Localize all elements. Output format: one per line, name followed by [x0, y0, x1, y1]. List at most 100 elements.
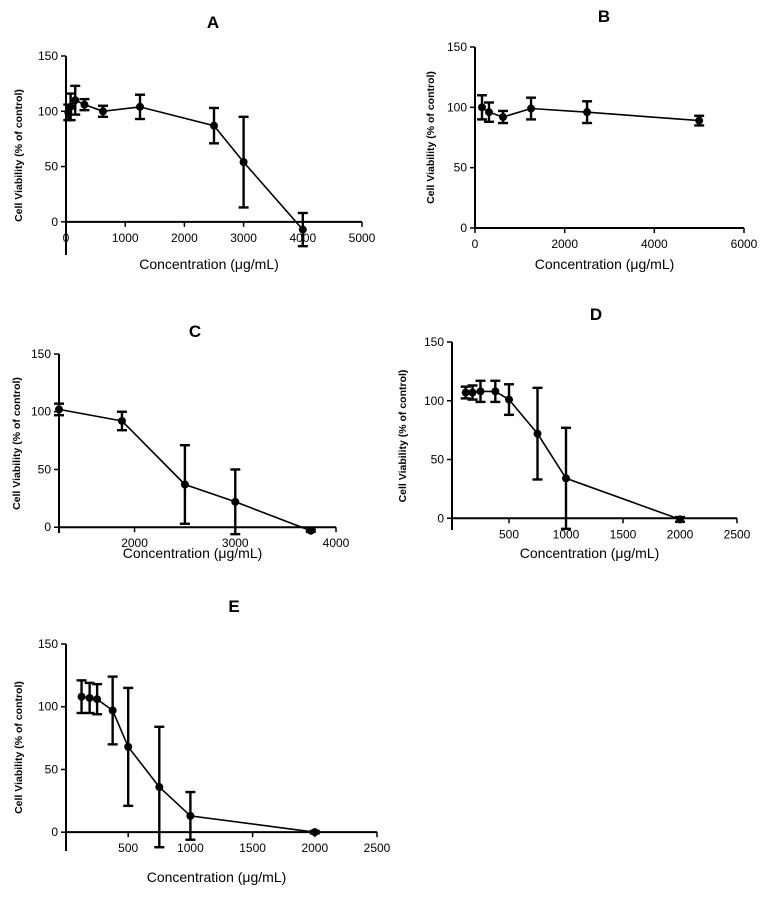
data-point-c — [117, 416, 126, 425]
data-point-d — [476, 387, 485, 396]
y-tick-label-d: 50 — [431, 453, 445, 467]
data-point-e — [155, 783, 164, 792]
y-axis-title-c: Cell Viability (% of control) — [11, 377, 23, 510]
x-axis-title-d: Concentration (μg/mL) — [520, 545, 660, 561]
data-point-d — [533, 429, 542, 438]
data-point-b — [695, 116, 704, 125]
x-tick-label-d: 2000 — [667, 527, 694, 541]
series-line-d — [465, 390, 681, 521]
data-point-b — [477, 103, 486, 112]
data-point-a — [80, 100, 89, 109]
y-tick-label-d: 100 — [424, 394, 444, 408]
y-tick-label-d: 150 — [424, 335, 444, 349]
data-point-c — [180, 480, 189, 489]
panel-label-e: E — [228, 597, 239, 616]
y-tick-label-e: 0 — [51, 825, 58, 839]
y-axis-title-b: Cell Viability (% of control) — [425, 71, 437, 204]
data-point-e — [77, 692, 86, 701]
data-point-a — [71, 96, 80, 105]
x-tick-label-a: 5000 — [349, 231, 376, 245]
x-tick-label-c: 2000 — [121, 536, 148, 550]
panel-label-c: C — [189, 322, 201, 341]
y-tick-label-b: 150 — [447, 40, 467, 54]
data-point-a — [99, 107, 107, 116]
x-tick-label-c: 3000 — [222, 536, 249, 550]
data-point-d — [461, 388, 470, 397]
x-axis-title-a: Concentration (μg/mL) — [139, 256, 279, 272]
data-point-e — [108, 706, 117, 715]
data-point-d — [505, 395, 513, 404]
y-tick-label-a: 0 — [51, 215, 58, 229]
data-point-e — [85, 693, 94, 702]
data-point-a — [136, 102, 144, 111]
y-tick-label-c: 0 — [44, 520, 51, 534]
x-tick-label-b: 2000 — [551, 237, 578, 251]
panel-b: B 0 50 100 150 0 2000 4000 6000 Concentration (μg… — [425, 7, 758, 272]
data-point-e — [124, 742, 133, 751]
x-tick-label-d: 1500 — [610, 527, 637, 541]
x-tick-label-e: 2500 — [364, 841, 391, 855]
data-point-b — [499, 112, 508, 121]
data-point-e — [310, 828, 319, 837]
data-point-c — [231, 497, 240, 506]
data-point-c — [306, 526, 315, 535]
x-tick-label-a: 3000 — [230, 231, 257, 245]
panel-c: C 0 50 100 150 2000 3000 4000 Concentration (μg/… — [11, 322, 350, 561]
y-axis-title-d: Cell Viability (% of control) — [397, 370, 409, 503]
panel-a: A050100150010002000300040005000Concentra… — [13, 13, 376, 272]
x-tick-label-a: 2000 — [171, 231, 198, 245]
series-line-e — [81, 695, 315, 833]
data-point-b — [527, 104, 536, 113]
x-tick-label-e: 1000 — [177, 841, 204, 855]
y-tick-label-c: 100 — [31, 405, 51, 419]
data-point-e — [93, 695, 102, 704]
y-tick-label-e: 150 — [38, 637, 58, 651]
panel-label-b: B — [598, 7, 610, 26]
x-tick-label-e: 1500 — [239, 841, 266, 855]
data-point-c — [55, 405, 63, 414]
panel-label-a: A — [207, 13, 219, 32]
y-tick-label-d: 0 — [437, 511, 444, 525]
y-tick-label-b: 100 — [447, 100, 467, 114]
y-tick-label-b: 50 — [454, 161, 468, 175]
data-point-d — [491, 387, 500, 396]
data-point-e — [186, 811, 195, 820]
data-point-a — [210, 121, 218, 130]
x-tick-label-a: 1000 — [112, 231, 139, 245]
data-point-d — [562, 474, 570, 483]
panel-e: E 0 50 100 150 500 1000 1500 2000 2500 Concentrati… — [13, 597, 391, 885]
panel-label-d: D — [590, 305, 602, 324]
data-point-d — [468, 388, 477, 397]
y-tick-label-c: 50 — [38, 462, 52, 476]
series-line-a — [67, 99, 304, 231]
y-axis-title-e: Cell Viability (% of control) — [13, 681, 25, 814]
data-point-a — [239, 158, 248, 167]
data-point-a — [298, 225, 307, 234]
x-tick-label-a: 0 — [63, 231, 70, 245]
y-tick-label-b: 0 — [460, 221, 467, 235]
data-point-d — [676, 515, 684, 524]
y-tick-label-e: 100 — [38, 700, 58, 714]
x-axis-title-c: Concentration (μg/mL) — [123, 545, 263, 561]
x-tick-label-b: 4000 — [641, 237, 668, 251]
y-tick-label-a: 100 — [38, 104, 58, 118]
x-tick-label-c: 4000 — [323, 536, 350, 550]
x-tick-label-b: 6000 — [731, 237, 758, 251]
y-tick-label-c: 150 — [31, 347, 51, 361]
y-tick-label-e: 50 — [45, 762, 59, 776]
y-tick-label-a: 50 — [45, 160, 59, 174]
y-axis-title-a: Cell Viability (% of control) — [13, 89, 25, 222]
x-tick-label-e: 500 — [118, 841, 138, 855]
x-tick-label-d: 2500 — [724, 527, 751, 541]
x-tick-label-d: 1000 — [553, 527, 580, 541]
panel-d: D 0 50 100 150 500 1000 1500 2000 2500 Concentrati… — [397, 305, 751, 561]
data-point-b — [484, 108, 493, 117]
data-point-b — [583, 108, 592, 117]
data-point-a — [66, 102, 75, 111]
x-axis-title-e: Concentration (μg/mL) — [147, 869, 287, 885]
x-axis-title-b: Concentration (μg/mL) — [535, 256, 675, 272]
x-tick-label-d: 500 — [499, 527, 519, 541]
x-tick-label-e: 2000 — [301, 841, 328, 855]
y-tick-label-a: 150 — [38, 49, 58, 63]
